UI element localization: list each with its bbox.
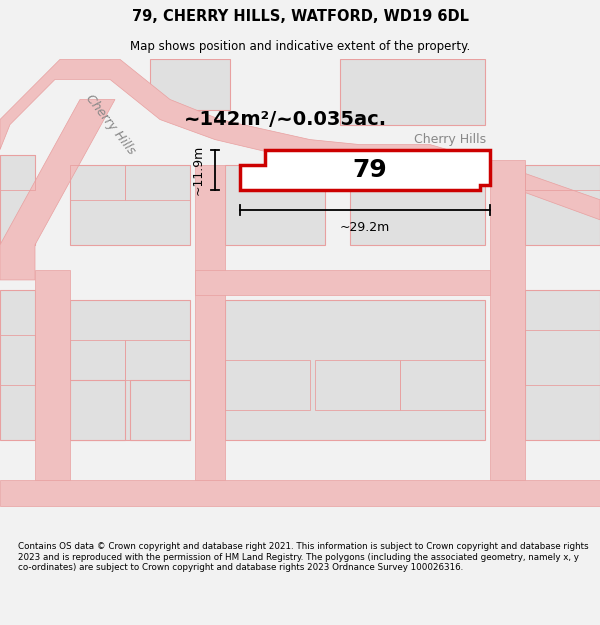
Bar [225,164,325,245]
Bar [125,340,190,380]
Polygon shape [0,99,115,280]
Text: ~11.9m: ~11.9m [192,144,205,195]
Bar [70,164,190,245]
Text: Cherry Hills: Cherry Hills [414,133,486,146]
Polygon shape [0,59,600,220]
Polygon shape [195,270,490,295]
Bar [400,360,485,410]
Bar [70,380,125,441]
Bar [150,59,230,109]
Bar [0,154,35,245]
Text: Cherry Hills: Cherry Hills [83,92,137,157]
Bar [0,335,35,385]
Text: Map shows position and indicative extent of the property.: Map shows position and indicative extent… [130,40,470,52]
Bar [70,340,125,380]
Text: ~142m²/~0.035ac.: ~142m²/~0.035ac. [184,110,386,129]
Bar [70,300,190,441]
Bar [225,300,485,441]
Polygon shape [35,270,70,481]
Bar [340,59,485,124]
Bar [0,290,35,441]
Bar [350,164,485,245]
Polygon shape [240,149,490,190]
Polygon shape [0,481,600,506]
Bar [525,290,600,441]
Bar [525,330,600,385]
Bar [525,164,600,190]
Polygon shape [490,159,525,481]
Bar [0,154,35,190]
Bar [315,360,400,410]
Text: Contains OS data © Crown copyright and database right 2021. This information is : Contains OS data © Crown copyright and d… [18,542,589,572]
Bar [225,360,310,410]
Text: 79, CHERRY HILLS, WATFORD, WD19 6DL: 79, CHERRY HILLS, WATFORD, WD19 6DL [131,9,469,24]
Bar [525,164,600,245]
Polygon shape [195,164,225,481]
Text: 79: 79 [353,158,388,182]
Text: ~29.2m: ~29.2m [340,221,390,234]
Bar [125,164,190,200]
Bar [70,164,125,200]
Bar [130,380,190,441]
